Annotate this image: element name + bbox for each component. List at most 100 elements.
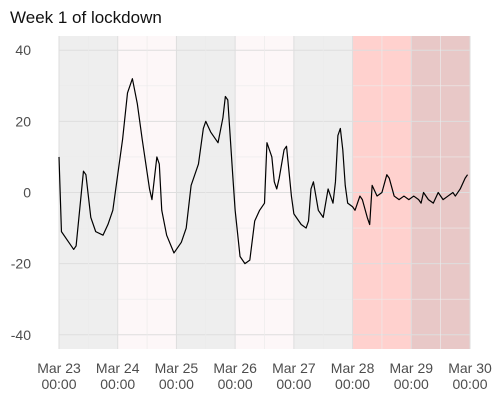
- data-point: [217, 142, 219, 144]
- data-point: [254, 220, 256, 222]
- data-point: [60, 230, 62, 232]
- data-point: [141, 138, 143, 140]
- data-point: [283, 149, 285, 151]
- data-point: [72, 248, 74, 250]
- data-point: [285, 145, 287, 147]
- data-point: [156, 156, 158, 158]
- data-point: [82, 170, 84, 172]
- data-point: [310, 188, 312, 190]
- x-tick-label: Mar 29 00:00: [389, 360, 433, 392]
- data-point: [222, 117, 224, 119]
- data-point: [278, 177, 280, 179]
- data-point: [442, 198, 444, 200]
- data-point: [102, 234, 104, 236]
- x-tick-label: Mar 23 00:00: [37, 360, 81, 392]
- y-tick-label: -40: [11, 327, 31, 343]
- data-point: [107, 223, 109, 225]
- data-point: [342, 149, 344, 151]
- x-tick-label: Mar 25 00:00: [155, 360, 199, 392]
- data-point: [398, 198, 400, 200]
- data-point: [197, 163, 199, 165]
- data-point: [293, 213, 295, 215]
- data-point: [420, 202, 422, 204]
- data-point: [161, 209, 163, 211]
- data-point: [351, 206, 353, 208]
- data-point: [205, 120, 207, 122]
- data-point: [227, 99, 229, 101]
- data-point: [68, 241, 70, 243]
- data-point: [386, 174, 388, 176]
- y-tick-label: 0: [23, 185, 31, 201]
- series-line-0: [58, 78, 469, 265]
- data-point: [346, 202, 348, 204]
- data-point: [466, 174, 468, 176]
- data-point: [452, 191, 454, 193]
- data-point: [403, 195, 405, 197]
- data-point: [422, 191, 424, 193]
- data-point: [332, 202, 334, 204]
- series-layer: [58, 78, 469, 265]
- data-point: [266, 142, 268, 144]
- data-point: [393, 195, 395, 197]
- data-point: [368, 223, 370, 225]
- data-point: [173, 252, 175, 254]
- data-point: [85, 174, 87, 176]
- data-point: [437, 191, 439, 193]
- data-point: [58, 156, 60, 158]
- data-point: [376, 195, 378, 197]
- data-point: [361, 198, 363, 200]
- data-point: [300, 223, 302, 225]
- data-point: [202, 127, 204, 129]
- data-point: [190, 184, 192, 186]
- data-point: [117, 174, 119, 176]
- data-point: [263, 202, 265, 204]
- data-point: [151, 198, 153, 200]
- y-tick-label: -20: [11, 256, 31, 272]
- data-point: [413, 195, 415, 197]
- data-point: [209, 131, 211, 133]
- data-point: [295, 216, 297, 218]
- data-point: [305, 227, 307, 229]
- data-point: [136, 102, 138, 104]
- data-point: [158, 163, 160, 165]
- x-tick-label: Mar 24 00:00: [96, 360, 140, 392]
- data-point: [327, 188, 329, 190]
- data-point: [231, 174, 233, 176]
- data-point: [356, 202, 358, 204]
- data-point: [344, 184, 346, 186]
- data-point: [366, 216, 368, 218]
- data-point: [334, 181, 336, 183]
- data-point: [464, 177, 466, 179]
- y-tick-label: 20: [15, 113, 31, 129]
- data-point: [454, 195, 456, 197]
- data-point: [359, 195, 361, 197]
- data-point: [273, 181, 275, 183]
- x-tick-label: Mar 26 00:00: [213, 360, 257, 392]
- data-point: [339, 127, 341, 129]
- data-point: [381, 191, 383, 193]
- data-point: [185, 227, 187, 229]
- data-point: [180, 241, 182, 243]
- data-point: [271, 156, 273, 158]
- data-point: [249, 259, 251, 261]
- data-point: [317, 209, 319, 211]
- data-point: [354, 209, 356, 211]
- y-tick-label: 40: [15, 42, 31, 58]
- data-point: [427, 198, 429, 200]
- data-point: [371, 184, 373, 186]
- chart-title: Week 1 of lockdown: [10, 8, 162, 27]
- data-point: [337, 134, 339, 136]
- data-point: [148, 188, 150, 190]
- data-point: [408, 198, 410, 200]
- data-point: [307, 220, 309, 222]
- x-tick-label: Mar 28 00:00: [331, 360, 375, 392]
- data-point: [417, 198, 419, 200]
- data-point: [224, 95, 226, 97]
- data-point: [94, 230, 96, 232]
- data-point: [244, 262, 246, 264]
- x-tick-label: Mar 27 00:00: [272, 360, 316, 392]
- x-tick-label: Mar 30 00:00: [448, 360, 492, 392]
